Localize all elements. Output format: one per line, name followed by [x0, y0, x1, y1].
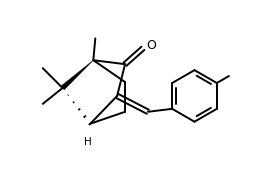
Text: O: O	[146, 39, 156, 52]
Polygon shape	[61, 60, 93, 90]
Text: H: H	[85, 137, 92, 147]
